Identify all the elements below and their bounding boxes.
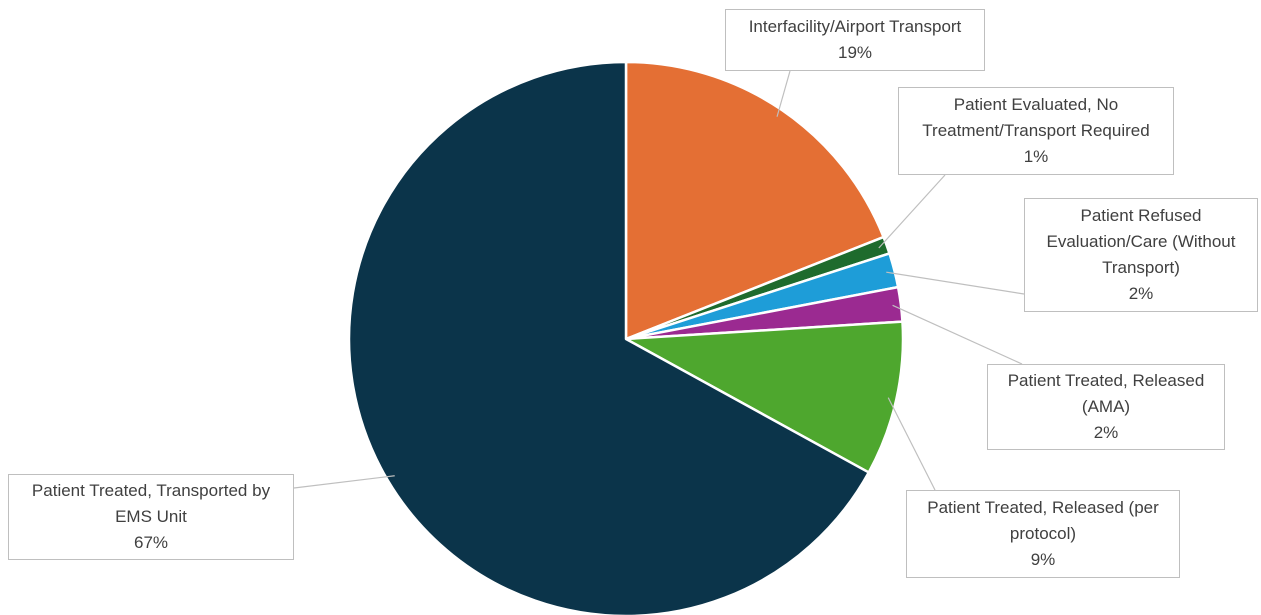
- data-label-category: Transport): [1102, 258, 1180, 277]
- data-label-category: Patient Treated, Released: [1007, 371, 1205, 390]
- data-label-value: 2%: [1128, 284, 1154, 303]
- data-label: Patient Evaluated, No Treatment/Transport…: [898, 87, 1174, 175]
- leader-line: [886, 271, 1025, 295]
- pie-slice: [624, 60, 885, 341]
- data-label: Patient Treated, Released (AMA) 2%: [987, 364, 1225, 450]
- data-label: Patient Treated, Transported by EMS Unit 6…: [8, 474, 294, 560]
- pie-slice: [347, 60, 870, 615]
- data-label: Interfacility/Airport Transport 19%: [725, 9, 985, 71]
- data-label-category: Patient Treated, Transported by: [31, 481, 271, 500]
- leader-line: [892, 304, 1023, 365]
- data-label-category: protocol): [1009, 524, 1077, 543]
- data-label-category: Patient Refused: [1080, 206, 1202, 225]
- data-label-value: 67%: [133, 533, 169, 552]
- leader-line: [293, 475, 395, 489]
- data-label-category: Evaluation/Care (Without: [1046, 232, 1236, 251]
- data-label-category: Patient Treated, Released (per: [927, 498, 1159, 517]
- data-label-category: Treatment/Transport Required: [922, 121, 1150, 140]
- leader-line: [887, 397, 936, 491]
- data-label-value: 2%: [1093, 423, 1119, 442]
- data-label: Patient Treated, Released (per protocol) 9…: [906, 490, 1180, 578]
- leader-line: [878, 174, 946, 249]
- data-label: Patient Refused Evaluation/Care (Without T…: [1024, 198, 1258, 312]
- data-label-category: Interfacility/Airport Transport: [748, 17, 962, 36]
- data-label-category: (AMA): [1081, 397, 1131, 416]
- leader-line: [776, 70, 791, 117]
- data-label-value: 19%: [837, 43, 873, 62]
- leader-lines: [293, 70, 1025, 491]
- data-label-category: Patient Evaluated, No: [953, 95, 1119, 114]
- data-label-category: EMS Unit: [115, 507, 187, 526]
- data-label-value: 1%: [1023, 147, 1049, 166]
- data-label-value: 9%: [1030, 550, 1056, 569]
- pie-slice: [624, 320, 905, 474]
